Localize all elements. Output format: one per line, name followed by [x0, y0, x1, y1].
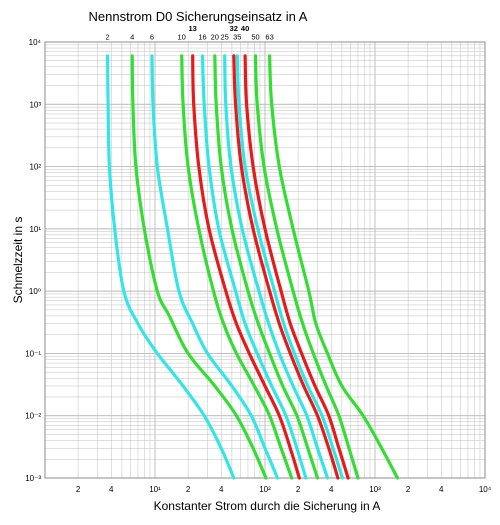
series-label-63a: 63: [265, 33, 273, 42]
curves: [105, 54, 400, 480]
series-label-25a: 25: [221, 33, 229, 42]
series-label-20a: 20: [211, 33, 219, 42]
series-label-13a: 13: [189, 24, 197, 33]
fuse-curve-32a: [232, 54, 340, 480]
fuse-curve-4a: [130, 54, 268, 480]
fuse-curve-6a: [150, 54, 280, 480]
series-label-50a: 50: [251, 33, 259, 42]
x-tick-label: 2: [406, 485, 411, 494]
fuse-curve-40a: [243, 54, 350, 480]
y-axis-label: Schmelzzeit in s: [11, 217, 25, 304]
y-tick-label: 10⁻¹: [25, 349, 41, 358]
y-tick-label: 10⁰: [29, 287, 41, 296]
y-tick-label: 10⁴: [29, 38, 42, 47]
x-tick-label: 4: [109, 485, 114, 494]
series-label-35a: 35: [233, 33, 241, 42]
fuse-curve-13a: [191, 54, 301, 480]
series-label-10a: 10: [178, 33, 186, 42]
x-tick-label: 2: [186, 485, 191, 494]
y-tick-label: 10⁻³: [25, 474, 41, 483]
fuse-curve-63a: [268, 54, 400, 480]
x-tick-label: 10⁴: [479, 485, 492, 494]
x-tick-label: 4: [219, 485, 224, 494]
series-label-40a: 40: [241, 24, 249, 33]
chart-title: Nennstrom D0 Sicherungseinsatz in A: [89, 9, 308, 24]
series-label-6a: 6: [150, 33, 154, 42]
x-axis-label: Konstanter Strom durch die Sicherung in …: [154, 499, 381, 513]
y-tick-label: 10³: [29, 100, 41, 109]
fuse-curve-2a: [105, 54, 236, 480]
series-label-32a: 32: [230, 24, 238, 33]
fuse-curve-25a: [223, 54, 330, 480]
x-tick-label: 4: [439, 485, 444, 494]
fuse-curve-50a: [253, 54, 360, 480]
fuse-curve-16a: [200, 54, 308, 480]
fuse-curve-35a: [235, 54, 344, 480]
y-tick-label: 10²: [29, 163, 41, 172]
x-tick-label: 10³: [369, 485, 381, 494]
x-tick-label: 4: [329, 485, 334, 494]
series-label-4a: 4: [130, 33, 134, 42]
series-label-2a: 2: [105, 33, 109, 42]
x-tick-label: 2: [76, 485, 81, 494]
x-tick-label: 10²: [259, 485, 271, 494]
series-label-16a: 16: [198, 33, 206, 42]
y-tick-labels: 10⁻³ 10⁻² 10⁻¹ 10⁰ 10¹ 10² 10³ 10⁴: [25, 38, 41, 483]
x-tick-labels: 2 4 10¹ 2 4 10² 2 4 10³ 2 4 10⁴: [76, 485, 492, 494]
x-tick-label: 2: [296, 485, 301, 494]
x-tick-label: 10¹: [149, 485, 161, 494]
fuse-curve-10a: [180, 54, 294, 480]
y-tick-label: 10⁻²: [25, 412, 41, 421]
fuse-curve-20a: [213, 54, 320, 480]
y-tick-label: 10¹: [29, 225, 41, 234]
